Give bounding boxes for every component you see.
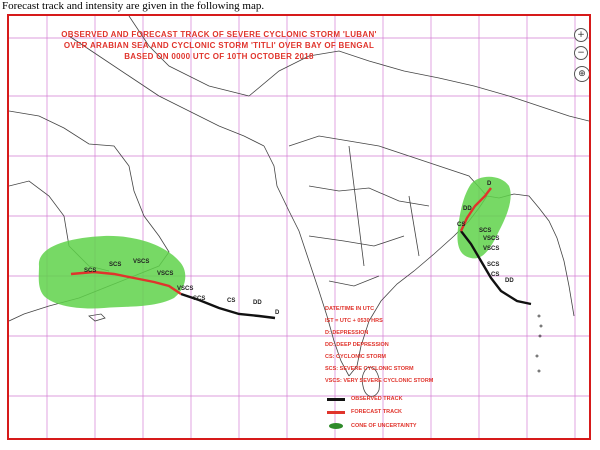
legend-datetime: DATE/TIME IN UTC [325,306,375,312]
compass-icon[interactable]: ⊕ [574,66,589,82]
luban-label-scs-2: SCS [109,262,122,268]
titli-label-vscs-1: VSCS [483,236,500,242]
legend-forecast-track: FORECAST TRACK [351,409,403,415]
caption: Forecast track and intensity are given i… [2,0,265,12]
luban-forecast-track [70,270,182,295]
legend-observed-track: OBSERVED TRACK [351,396,403,402]
luban-label-scs-1: SCS [84,268,97,274]
legend-cone-of-uncertainty: CONE OF UNCERTAINTY [351,423,417,429]
legend-cyclonic-storm: CS: CYCLONIC STORM [325,354,387,360]
luban-label-scs-3: SCS [193,296,206,302]
legend-depression: D: DEPRESSION [325,330,369,336]
map-frame: OBSERVED AND FORECAST TRACK OF SEVERE CY… [7,14,591,440]
titli-cone-of-uncertainty [457,176,511,259]
legend-ist: IST = UTC + 0530 HRS [325,318,383,324]
titli-forecast-track [459,187,492,232]
luban-cone-of-uncertainty [38,235,186,309]
zoom-out-button[interactable]: − [574,46,588,60]
map-title-line-3: BASED ON 0000 UTC OF 10TH OCTOBER 2018 [124,52,314,61]
titli-label-scs: SCS [479,228,492,234]
legend-forecast-swatch [327,411,345,414]
titli-label-vscs-2: VSCS [483,246,500,252]
luban-label-vscs-1: VSCS [133,259,150,265]
legend-severe-cyclonic-storm: SCS: SEVERE CYCLONIC STORM [325,366,414,372]
map-title-line-1: OBSERVED AND FORECAST TRACK OF SEVERE CY… [61,30,377,39]
titli-observed-track [460,230,532,306]
luban-label-dd: DD [253,300,262,306]
titli-label-d: D [487,181,492,187]
legend-very-severe-cyclonic-storm: VSCS: VERY SEVERE CYCLONIC STORM [325,378,434,384]
cyclone-track-map[interactable] [9,16,589,438]
luban-label-vscs-3: VSCS [177,286,194,292]
legend-observed-swatch [327,398,345,401]
titli-label-dd-2: DD [505,278,514,284]
map-title-line-2: OVER ARABIAN SEA AND CYCLONIC STORM 'TIT… [63,41,375,50]
luban-label-cs: CS [227,298,236,304]
titli-label-cs-2: CS [491,272,500,278]
titli-label-cs: CS [457,222,466,228]
luban-observed-track [180,292,276,320]
titli-label-dd: DD [463,206,472,212]
zoom-in-button[interactable]: + [574,28,588,42]
luban-label-vscs-2: VSCS [157,271,174,277]
legend-cone-swatch [329,423,343,429]
luban-label-d: D [275,310,280,316]
titli-label-scs-2: SCS [487,262,500,268]
legend-deep-depression: DD: DEEP DEPRESSION [325,342,389,348]
lat-lon-grid [9,16,589,438]
